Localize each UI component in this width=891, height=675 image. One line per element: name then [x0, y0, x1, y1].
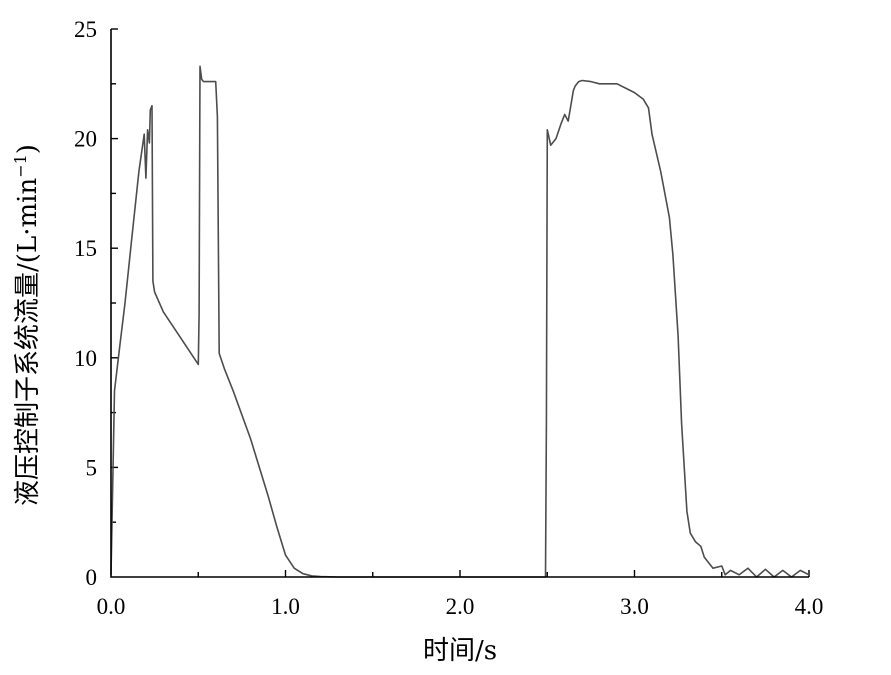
x-tick-label: 2.0 — [446, 594, 475, 619]
y-axis-title-superscript: −1 — [11, 154, 30, 178]
x-tick-label: 3.0 — [620, 594, 649, 619]
y-tick-label: 10 — [74, 346, 97, 371]
x-tick-label: 4.0 — [795, 594, 824, 619]
x-axis-ticks: 0.0 1.0 2.0 3.0 4.0 — [97, 570, 824, 619]
flow-series-line — [110, 65, 810, 578]
y-axis-title: 液压控制子系统流量/(L·min−1) — [11, 144, 43, 506]
y-axis-title-main: 液压控制子系统流量/(L·min — [13, 178, 43, 506]
y-tick-label: 25 — [74, 17, 97, 42]
y-tick-label: 5 — [86, 455, 98, 480]
y-axis-title-close: ) — [13, 144, 43, 154]
y-tick-label: 20 — [74, 127, 97, 152]
axes-frame — [110, 29, 809, 578]
x-tick-label: 0.0 — [97, 594, 126, 619]
y-tick-label: 15 — [74, 236, 97, 261]
y-axis-ticks: 0 5 10 15 20 25 — [74, 17, 118, 590]
x-tick-label: 1.0 — [271, 594, 300, 619]
x-axis-title: 时间/s — [423, 636, 497, 666]
y-tick-label: 0 — [86, 565, 98, 590]
